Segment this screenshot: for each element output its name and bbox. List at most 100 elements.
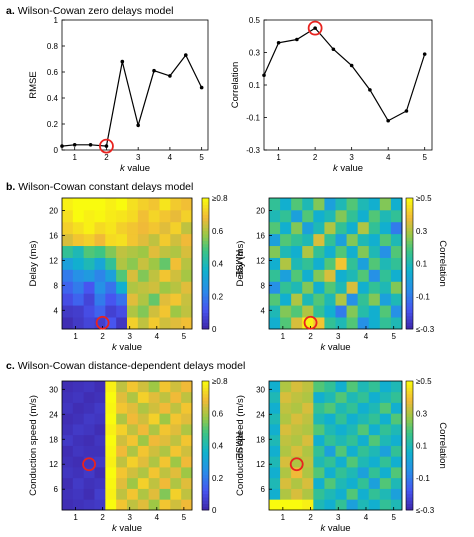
colorbar-segment xyxy=(406,429,413,433)
heatmap-cell xyxy=(148,198,160,211)
heatmap-cell xyxy=(269,467,281,479)
heatmap-cell xyxy=(62,499,74,511)
colorbar-segment xyxy=(202,306,209,310)
heatmap-cell xyxy=(379,499,392,511)
heatmap-cell xyxy=(181,381,193,393)
heatmap-cell xyxy=(105,456,117,468)
heatmap-cell xyxy=(148,402,160,414)
heatmap-cell xyxy=(159,221,171,235)
y-tick-label: 0 xyxy=(54,146,59,155)
heatmap-cell xyxy=(379,381,392,393)
colorbar-label: RMSE xyxy=(233,250,244,277)
colorbar-segment xyxy=(202,413,209,417)
heatmap-cell xyxy=(324,269,336,282)
heatmap-cell xyxy=(148,413,160,425)
heatmap-cell xyxy=(346,221,359,235)
heatmap-cell xyxy=(335,434,347,446)
heatmap-cell xyxy=(62,456,74,468)
heatmap-cell xyxy=(291,221,303,235)
colorbar-segment xyxy=(406,403,413,408)
colorbar-segment xyxy=(406,315,413,320)
colorbar-segment xyxy=(406,451,413,456)
heatmap-cell xyxy=(62,209,74,223)
colorbar-segment xyxy=(202,220,209,225)
heatmap-cell xyxy=(291,198,303,211)
y-axis-label: RMSE xyxy=(28,71,39,98)
x-tick-label: 4 xyxy=(155,332,160,341)
heatmap-cell xyxy=(170,467,182,479)
heatmap-cell xyxy=(105,245,117,258)
heatmap-cell xyxy=(94,499,106,511)
colorbar-tick-label: ≤-0.3 xyxy=(416,506,435,515)
heatmap-cell xyxy=(291,269,303,282)
heatmap-cell xyxy=(137,233,150,247)
heatmap-cell xyxy=(170,257,182,270)
heatmap-cell xyxy=(291,391,303,403)
heatmap-cell xyxy=(280,477,292,489)
heatmap-cell xyxy=(335,381,347,393)
colorbar-segment xyxy=(406,204,413,209)
heatmap-cell xyxy=(83,391,95,403)
heatmap-cell xyxy=(269,434,281,446)
y-tick-label: 16 xyxy=(256,231,265,240)
colorbar-segment xyxy=(406,292,413,297)
heatmap-cell xyxy=(148,477,160,489)
heatmap-cell xyxy=(269,269,281,282)
heatmap-cell xyxy=(324,233,336,247)
heatmap-cell xyxy=(72,209,85,223)
heatmap-cell xyxy=(94,402,106,414)
y-tick-label: 4 xyxy=(261,306,266,315)
heatmap-cell xyxy=(94,269,106,282)
heatmap-cell xyxy=(390,456,403,468)
heatmap-cell xyxy=(291,488,303,500)
heatmap-cell xyxy=(72,221,85,235)
heatmap-cell xyxy=(181,413,193,425)
colorbar-segment xyxy=(406,319,413,323)
colorbar-tick-label: 0.2 xyxy=(212,474,224,483)
heatmap-cell xyxy=(170,293,182,306)
heatmap-cell xyxy=(390,221,403,235)
heatmap-cell xyxy=(105,499,117,511)
heatmap-cell xyxy=(346,209,359,223)
heatmap-cell xyxy=(357,413,370,425)
heatmap-cell xyxy=(62,269,74,282)
heatmap-cell xyxy=(280,499,292,511)
heatmap-cell xyxy=(368,434,381,446)
heatmap-cell xyxy=(83,424,95,436)
heatmap-cell xyxy=(302,233,314,247)
colorbar-segment xyxy=(202,214,209,219)
colorbar-segment xyxy=(202,387,209,392)
colorbar-segment xyxy=(202,432,209,437)
heatmap-cell xyxy=(83,499,95,511)
heatmap-cell xyxy=(346,305,359,318)
heatmap-cell xyxy=(357,381,370,393)
heatmap-cell xyxy=(148,467,160,479)
heatmap-cell xyxy=(324,198,336,211)
heatmap-cell xyxy=(62,402,74,414)
heatmap-cell xyxy=(357,233,370,247)
heatmap-cell xyxy=(83,445,95,457)
heatmap-cell xyxy=(379,391,392,403)
heatmap-cell xyxy=(357,209,370,223)
heatmap-cell xyxy=(269,281,281,294)
heatmap-cell xyxy=(346,434,359,446)
colorbar-segment xyxy=(406,270,413,274)
heatmap-cell xyxy=(390,233,403,247)
heatmap-cell xyxy=(137,198,150,211)
colorbar-segment xyxy=(202,207,209,212)
colorbar-segment xyxy=(406,240,413,245)
colorbar-segment xyxy=(202,253,209,258)
heatmap-cell xyxy=(269,391,281,403)
colorbar-segment xyxy=(406,286,413,291)
heatmap-cell xyxy=(72,269,85,282)
colorbar-segment xyxy=(406,410,413,414)
heatmap-cell xyxy=(302,467,314,479)
heatmap-cell xyxy=(127,381,139,393)
heatmap-cell xyxy=(170,221,182,235)
heatmap-cell xyxy=(357,305,370,318)
heatmap-cell xyxy=(346,281,359,294)
heatmap-cell xyxy=(137,477,150,489)
colorbar-tick-label: 0.3 xyxy=(416,227,428,236)
